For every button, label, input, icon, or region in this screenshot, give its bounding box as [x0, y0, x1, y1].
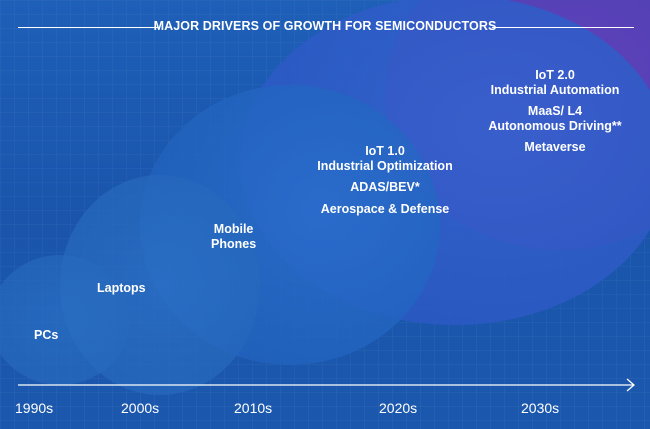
diagram-title: MAJOR DRIVERS OF GROWTH FOR SEMICONDUCTO…	[153, 19, 497, 33]
timeline-arrowhead	[626, 378, 635, 392]
title-line-left	[18, 27, 158, 28]
decade-2020s: 2020s	[379, 400, 418, 416]
label-laptops: Laptops	[97, 281, 146, 295]
title-line-right	[492, 27, 634, 28]
label-pcs: PCs	[34, 328, 59, 342]
label-mobile-phones: Mobile Phones	[211, 222, 257, 251]
bubble-pcs	[0, 255, 130, 385]
decade-2000s: 2000s	[121, 400, 160, 416]
label-2030s-group: IoT 2.0 Industrial Automation MaaS/ L4 A…	[488, 68, 622, 154]
decade-1990s: 1990s	[15, 400, 54, 416]
decade-2030s: 2030s	[521, 400, 560, 416]
label-2020s-group: IoT 1.0 Industrial Optimization ADAS/BEV…	[317, 144, 453, 216]
decade-2010s: 2010s	[234, 400, 273, 416]
